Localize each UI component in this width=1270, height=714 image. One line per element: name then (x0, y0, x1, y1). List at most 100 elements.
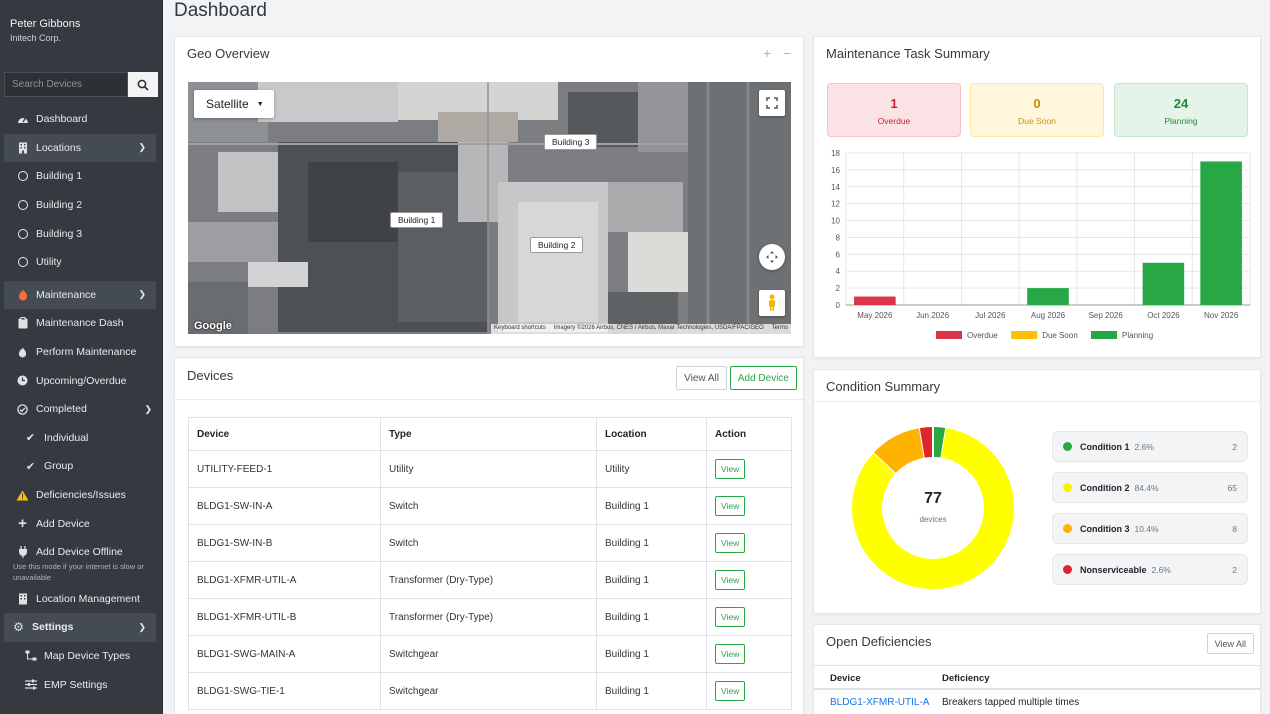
nav-dashboard[interactable]: Dashboard (0, 105, 162, 134)
nav-add-device[interactable]: + Add Device (0, 509, 162, 538)
view-device-button[interactable]: View (715, 496, 746, 516)
type-cell: Switch (380, 524, 597, 562)
nav-location-management-label: Location Management (36, 592, 140, 605)
location-cell: Utility (596, 450, 707, 488)
nav-maintenance[interactable]: Maintenance ❯ (4, 280, 156, 310)
type-cell: Switchgear (380, 635, 597, 673)
condition-legend-item: Condition 2 84.4% 65 (1052, 472, 1248, 503)
location-cell: Building 1 (596, 561, 707, 599)
condition-donut-chart (852, 426, 1014, 589)
double-check-icon: ✔ (25, 460, 36, 473)
nav-location-management[interactable]: Location Management (0, 585, 162, 614)
overdue-stat[interactable]: 1 Overdue (827, 83, 961, 137)
nav-map-device-types[interactable]: Map Device Types (0, 642, 162, 671)
action-cell: View (706, 524, 792, 562)
task-summary-title: Maintenance Task Summary (826, 46, 990, 61)
nav-locations-label: Locations (36, 141, 81, 154)
geo-overview-card: Geo Overview + − (174, 36, 804, 347)
x-tick-label: May 2026 (857, 311, 893, 320)
nav-emp-settings[interactable]: EMP Settings (0, 670, 162, 699)
open-deficiencies-title: Open Deficiencies (826, 634, 932, 649)
type-cell: Switch (380, 487, 597, 525)
due-soon-stat[interactable]: 0 Due Soon (970, 83, 1104, 137)
terms-link[interactable]: Terms (771, 325, 788, 331)
search-input[interactable] (4, 72, 128, 97)
col-location: Location (596, 417, 707, 451)
plug-icon (16, 546, 29, 559)
col-device: Device (188, 417, 381, 451)
clipboard-icon (16, 317, 29, 329)
nav-completed[interactable]: Completed ❯ (0, 395, 162, 424)
nav-perform-maintenance[interactable]: Perform Maintenance (0, 338, 162, 367)
add-device-button[interactable]: Add Device (729, 366, 797, 390)
keyboard-shortcuts-link[interactable]: Keyboard shortcuts (494, 325, 546, 331)
planning-count: 24 (1173, 96, 1189, 111)
map-marker-building-1[interactable]: Building 1 (390, 212, 444, 228)
x-tick-label: Jul 2026 (975, 311, 1006, 320)
bar-planning (1200, 161, 1242, 305)
page-title: Dashboard (174, 0, 267, 21)
offline-mode-note: Use this mode if your internet is slow o… (13, 561, 144, 582)
search-button[interactable] (128, 72, 158, 97)
expand-icon[interactable]: + (762, 45, 772, 61)
nav-deficiencies[interactable]: Deficiencies/Issues (0, 481, 162, 510)
type-cell: Transformer (Dry-Type) (380, 561, 597, 599)
view-device-button[interactable]: View (715, 459, 746, 479)
street-view-button[interactable] (759, 290, 785, 316)
table-row: BLDG1-SW-IN-A Switch Building 1 View (188, 487, 792, 525)
planning-stat[interactable]: 24 Planning (1114, 83, 1248, 137)
condition-legend-item: Condition 1 2.6% 2 (1052, 431, 1248, 462)
view-device-button[interactable]: View (715, 607, 746, 627)
x-tick-label: Aug 2026 (1031, 311, 1066, 320)
condition-legend-item: Nonserviceable 2.6% 2 (1052, 554, 1248, 585)
fullscreen-button[interactable] (759, 90, 785, 116)
location-cell: Building 1 (596, 524, 707, 562)
nav-group[interactable]: ✔ Group (0, 452, 162, 481)
check-icon: ✔ (25, 432, 36, 445)
nav-utility[interactable]: Utility (0, 248, 162, 277)
user-block: Peter Gibbons Initech Corp. (0, 0, 162, 62)
due-soon-count: 0 (1033, 96, 1041, 111)
devices-view-all-button[interactable]: View All (676, 366, 727, 390)
map-type-selector[interactable]: Satellite ▼ (194, 90, 274, 118)
nav-upcoming-overdue[interactable]: Upcoming/Overdue (0, 366, 162, 395)
nav-locations[interactable]: Locations ❯ (4, 133, 156, 163)
nav-maintenance-label: Maintenance (36, 288, 97, 301)
map-attribution: Keyboard shortcuts Imagery ©2026 Airbus,… (491, 324, 791, 334)
gauge-icon (16, 114, 29, 124)
bar-planning (1027, 288, 1069, 305)
view-device-button[interactable]: View (715, 533, 746, 553)
view-device-button[interactable]: View (715, 681, 746, 701)
plus-icon: + (18, 515, 27, 533)
nav-building-2-label: Building 2 (36, 199, 83, 212)
y-tick-label: 10 (831, 217, 840, 226)
donut-slice-condition-1 (932, 427, 947, 458)
nav-individual-label: Individual (44, 431, 89, 444)
collapse-icon[interactable]: − (782, 45, 791, 61)
legend-label: Overdue (967, 331, 998, 340)
map-marker-building-3[interactable]: Building 3 (544, 134, 598, 150)
nav-building-1[interactable]: Building 1 (0, 162, 162, 191)
view-device-button[interactable]: View (715, 570, 746, 590)
map-marker-building-2[interactable]: Building 2 (530, 237, 584, 253)
overdue-count: 1 (890, 96, 898, 111)
map-pan-control[interactable] (759, 244, 785, 270)
nav-settings[interactable]: ⚙ Settings ❯ (4, 613, 156, 642)
nav-maintenance-dash[interactable]: Maintenance Dash (0, 309, 162, 338)
clock-icon (16, 375, 29, 386)
nav-building-3[interactable]: Building 3 (0, 219, 162, 248)
condition-count: 2 (1232, 564, 1237, 575)
nav-individual[interactable]: ✔ Individual (0, 424, 162, 453)
nav-building-2[interactable]: Building 2 (0, 191, 162, 220)
open-deficiencies-card: Open Deficiencies View All Device Defici… (813, 624, 1261, 714)
type-cell: Utility (380, 450, 597, 488)
overdue-label: Overdue (877, 116, 911, 126)
devices-table: Device Type Location Action UTILITY-FEED… (188, 417, 792, 710)
deficiencies-view-all-button[interactable]: View All (1206, 633, 1254, 654)
y-tick-label: 14 (831, 183, 840, 192)
nav-group-label: Group (44, 460, 74, 473)
nav-add-device-offline[interactable]: Add Device Offline (0, 538, 162, 567)
geo-map[interactable]: Satellite ▼ Building 3 Building 1 Buildin… (188, 82, 791, 334)
def-row-device-link[interactable]: BLDG1-XFMR-UTIL-A (830, 697, 930, 708)
view-device-button[interactable]: View (715, 644, 746, 664)
